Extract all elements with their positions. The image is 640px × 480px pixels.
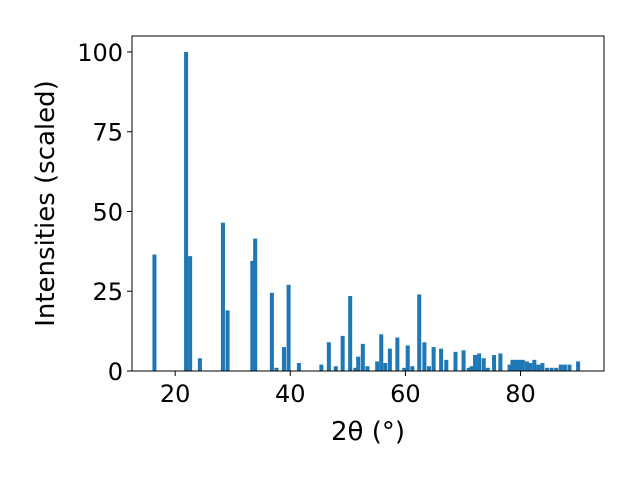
y-tick-label: 25	[92, 278, 123, 306]
bar	[431, 347, 436, 371]
bar	[461, 350, 466, 371]
x-axis-label: 2θ (°)	[331, 417, 405, 447]
bar	[524, 361, 529, 371]
y-tick-label: 100	[77, 39, 123, 67]
bars-group	[152, 51, 581, 371]
bar	[477, 353, 482, 371]
bar	[498, 353, 503, 371]
bar	[333, 366, 338, 371]
bar	[281, 347, 286, 371]
x-tick-label: 40	[275, 380, 306, 408]
bar	[220, 222, 225, 371]
bar	[286, 284, 291, 371]
x-axis-ticks: 20 40 60 80	[160, 371, 536, 408]
bar	[296, 363, 301, 371]
bar	[395, 337, 400, 371]
bar	[422, 342, 427, 371]
bar	[558, 364, 563, 371]
bar	[466, 367, 471, 371]
plot-frame	[131, 35, 605, 372]
bar	[473, 355, 478, 371]
bar	[567, 364, 572, 371]
bar	[184, 51, 189, 371]
bar	[485, 367, 490, 371]
bar	[417, 294, 422, 371]
bar	[562, 364, 567, 371]
bar	[319, 364, 324, 371]
y-tick-label: 75	[92, 119, 123, 147]
bar	[576, 361, 581, 371]
bar	[513, 359, 518, 371]
y-axis-ticks: 0 25 50 75 100	[77, 39, 132, 386]
bar	[453, 351, 458, 371]
bar	[427, 366, 432, 371]
bar	[348, 296, 353, 371]
bar	[353, 367, 358, 371]
bar	[253, 238, 258, 371]
bar	[536, 364, 541, 371]
bar	[554, 367, 559, 371]
x-tick-label: 80	[505, 380, 536, 408]
bar	[375, 361, 380, 371]
bar	[326, 342, 331, 371]
bar	[444, 359, 449, 371]
bar	[225, 310, 230, 371]
y-tick-label: 50	[92, 198, 123, 226]
bar	[197, 358, 202, 371]
bar	[540, 363, 545, 371]
bar	[379, 334, 384, 371]
x-tick-label: 20	[160, 380, 191, 408]
bar	[340, 335, 345, 371]
bar	[507, 364, 512, 371]
bar	[387, 348, 392, 371]
y-axis-label: Intensities (scaled)	[31, 80, 61, 327]
bar	[383, 363, 388, 371]
bar	[356, 356, 361, 371]
bar	[520, 359, 525, 371]
bar	[439, 348, 444, 371]
x-tick-label: 60	[390, 380, 421, 408]
bar	[545, 367, 550, 371]
bar	[410, 366, 415, 371]
bar	[152, 254, 157, 371]
bar	[402, 367, 407, 371]
bar	[510, 359, 515, 371]
bar	[532, 359, 537, 371]
bar	[528, 363, 533, 371]
bar	[188, 256, 193, 371]
bar	[405, 345, 410, 371]
y-tick-label: 0	[108, 358, 123, 386]
bar	[549, 367, 554, 371]
bar	[365, 366, 370, 371]
bar	[360, 343, 365, 371]
bar	[250, 260, 255, 371]
bar	[517, 359, 522, 371]
bar	[492, 355, 497, 371]
bar	[481, 358, 486, 371]
bar	[274, 367, 279, 371]
bar	[469, 366, 474, 371]
bar	[269, 292, 274, 371]
